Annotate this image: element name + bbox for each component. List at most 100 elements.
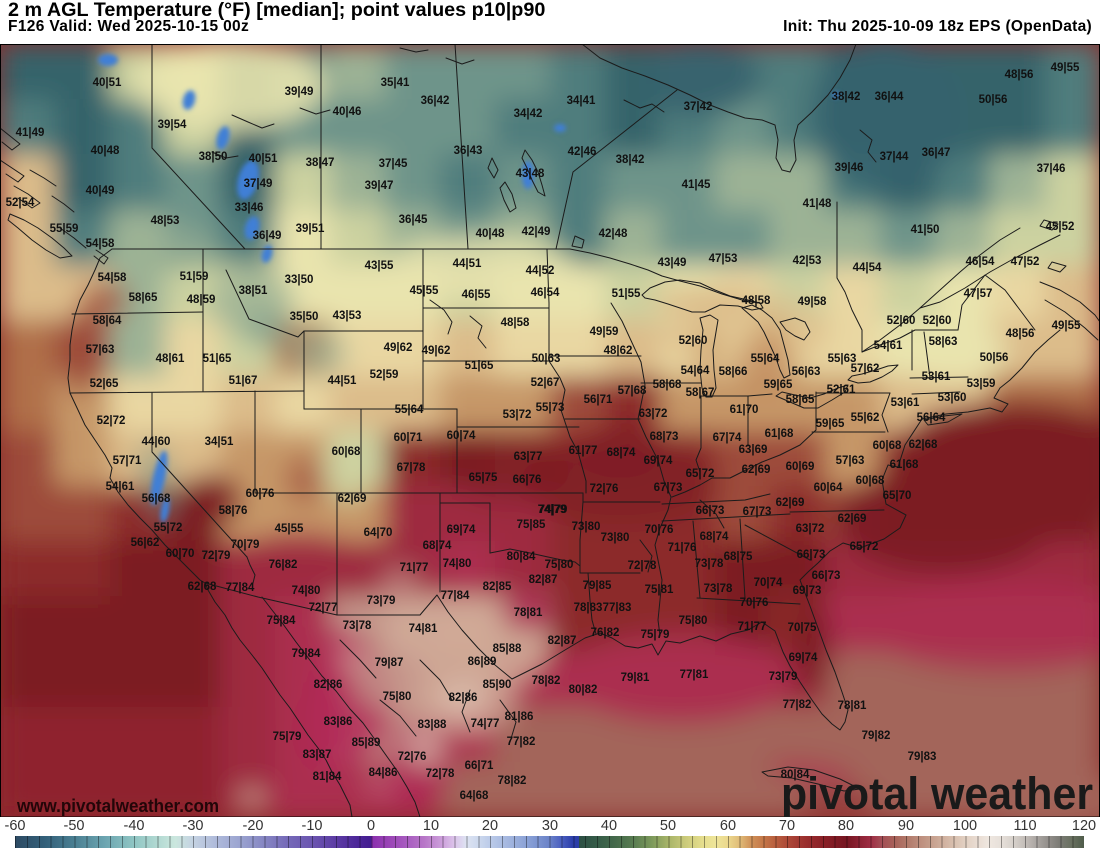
svg-text:41|48: 41|48 [803, 198, 832, 210]
svg-text:60|69: 60|69 [786, 461, 815, 473]
svg-text:84|86: 84|86 [369, 767, 398, 779]
svg-text:62|69: 62|69 [776, 497, 805, 509]
svg-text:36|47: 36|47 [922, 147, 951, 159]
svg-text:62|69: 62|69 [338, 493, 367, 505]
svg-text:54|58: 54|58 [98, 272, 127, 284]
svg-text:39|46: 39|46 [835, 162, 864, 174]
svg-text:44|51: 44|51 [453, 258, 482, 270]
svg-text:37|44: 37|44 [880, 151, 909, 163]
svg-text:56|71: 56|71 [584, 394, 613, 406]
svg-text:52|72: 52|72 [97, 415, 126, 427]
svg-text:81|84: 81|84 [313, 771, 342, 783]
svg-text:85|90: 85|90 [483, 679, 512, 691]
svg-text:58|63: 58|63 [929, 336, 958, 348]
svg-text:42|49: 42|49 [522, 226, 551, 238]
svg-text:72|76: 72|76 [590, 483, 619, 495]
svg-text:40|48: 40|48 [91, 145, 120, 157]
svg-text:52|60: 52|60 [887, 315, 916, 327]
svg-text:73|78: 73|78 [704, 583, 733, 595]
svg-text:53|61: 53|61 [891, 397, 920, 409]
svg-text:66|76: 66|76 [513, 474, 542, 486]
svg-text:43|53: 43|53 [333, 310, 362, 322]
svg-text:75|79: 75|79 [273, 731, 302, 743]
svg-text:36|45: 36|45 [399, 214, 428, 226]
svg-text:76|82: 76|82 [269, 559, 298, 571]
svg-text:69|74: 69|74 [789, 652, 818, 664]
svg-text:44|54: 44|54 [853, 262, 882, 274]
svg-text:52|61: 52|61 [827, 384, 856, 396]
svg-text:73|79: 73|79 [367, 595, 396, 607]
svg-text:78|82: 78|82 [498, 775, 527, 787]
svg-text:48|58: 48|58 [501, 317, 530, 329]
svg-text:39|47: 39|47 [365, 180, 394, 192]
svg-text:59|65: 59|65 [764, 379, 793, 391]
svg-text:73|79: 73|79 [769, 671, 798, 683]
svg-text:66|71: 66|71 [465, 760, 494, 772]
svg-text:60|64: 60|64 [814, 482, 843, 494]
svg-text:79|85: 79|85 [583, 580, 612, 592]
svg-text:72|76: 72|76 [398, 751, 427, 763]
svg-text:85|88: 85|88 [493, 643, 522, 655]
svg-text:61|68: 61|68 [890, 459, 919, 471]
svg-text:60|68: 60|68 [873, 440, 902, 452]
svg-text:79|82: 79|82 [862, 730, 891, 742]
svg-text:56|62: 56|62 [131, 537, 160, 549]
svg-text:60|70: 60|70 [166, 548, 195, 560]
svg-text:70|79: 70|79 [231, 539, 260, 551]
svg-text:63|72: 63|72 [796, 523, 825, 535]
svg-text:57|63: 57|63 [836, 455, 865, 467]
svg-text:86|89: 86|89 [468, 656, 497, 668]
svg-text:54|61: 54|61 [874, 340, 903, 352]
svg-text:71|77: 71|77 [738, 621, 767, 633]
svg-text:53|72: 53|72 [503, 409, 532, 421]
svg-text:58|76: 58|76 [219, 505, 248, 517]
svg-text:72|79: 72|79 [202, 550, 231, 562]
svg-text:33|46: 33|46 [235, 202, 264, 214]
svg-text:83|87: 83|87 [303, 749, 332, 761]
svg-text:49|62: 49|62 [384, 342, 413, 354]
svg-text:75|84: 75|84 [267, 615, 296, 627]
svg-text:82|87: 82|87 [548, 635, 577, 647]
svg-text:57|62: 57|62 [851, 363, 880, 375]
svg-text:48|62: 48|62 [604, 345, 633, 357]
svg-text:73|80: 73|80 [572, 521, 601, 533]
svg-text:49|59: 49|59 [590, 326, 619, 338]
svg-text:68|75: 68|75 [724, 551, 753, 563]
svg-text:55|63: 55|63 [828, 353, 857, 365]
svg-text:40|51: 40|51 [93, 77, 122, 89]
svg-text:69|74: 69|74 [447, 524, 476, 536]
svg-text:85|89: 85|89 [352, 737, 381, 749]
svg-text:78|81: 78|81 [514, 607, 543, 619]
svg-text:60|68: 60|68 [856, 475, 885, 487]
svg-text:56|63: 56|63 [792, 366, 821, 378]
svg-text:63|72: 63|72 [639, 408, 668, 420]
svg-text:53|61: 53|61 [922, 371, 951, 383]
svg-text:74|80: 74|80 [443, 558, 472, 570]
svg-text:74|79: 74|79 [538, 504, 567, 516]
svg-text:37|42: 37|42 [684, 101, 713, 113]
svg-text:81|86: 81|86 [505, 711, 534, 723]
svg-text:39|51: 39|51 [296, 223, 325, 235]
svg-text:66|73: 66|73 [797, 549, 826, 561]
svg-text:49|55: 49|55 [1052, 320, 1081, 332]
svg-text:63|77: 63|77 [514, 451, 543, 463]
svg-text:77|83: 77|83 [603, 602, 632, 614]
svg-text:71|76: 71|76 [668, 542, 697, 554]
svg-text:43|55: 43|55 [365, 260, 394, 272]
svg-text:62|69: 62|69 [838, 513, 867, 525]
svg-text:48|56: 48|56 [1006, 328, 1035, 340]
svg-text:37|49: 37|49 [244, 178, 273, 190]
svg-text:70|76: 70|76 [645, 524, 674, 536]
svg-text:60|76: 60|76 [246, 488, 275, 500]
svg-text:43|49: 43|49 [658, 257, 687, 269]
svg-text:46|54: 46|54 [966, 256, 995, 268]
svg-text:78|82: 78|82 [532, 675, 561, 687]
svg-text:47|57: 47|57 [964, 288, 993, 300]
svg-text:82|86: 82|86 [449, 692, 478, 704]
svg-text:41|50: 41|50 [911, 224, 940, 236]
svg-text:58|65: 58|65 [786, 394, 815, 406]
svg-text:60|71: 60|71 [394, 432, 423, 444]
svg-text:83|88: 83|88 [418, 719, 447, 731]
svg-text:34|41: 34|41 [567, 95, 596, 107]
svg-text:51|55: 51|55 [612, 288, 641, 300]
